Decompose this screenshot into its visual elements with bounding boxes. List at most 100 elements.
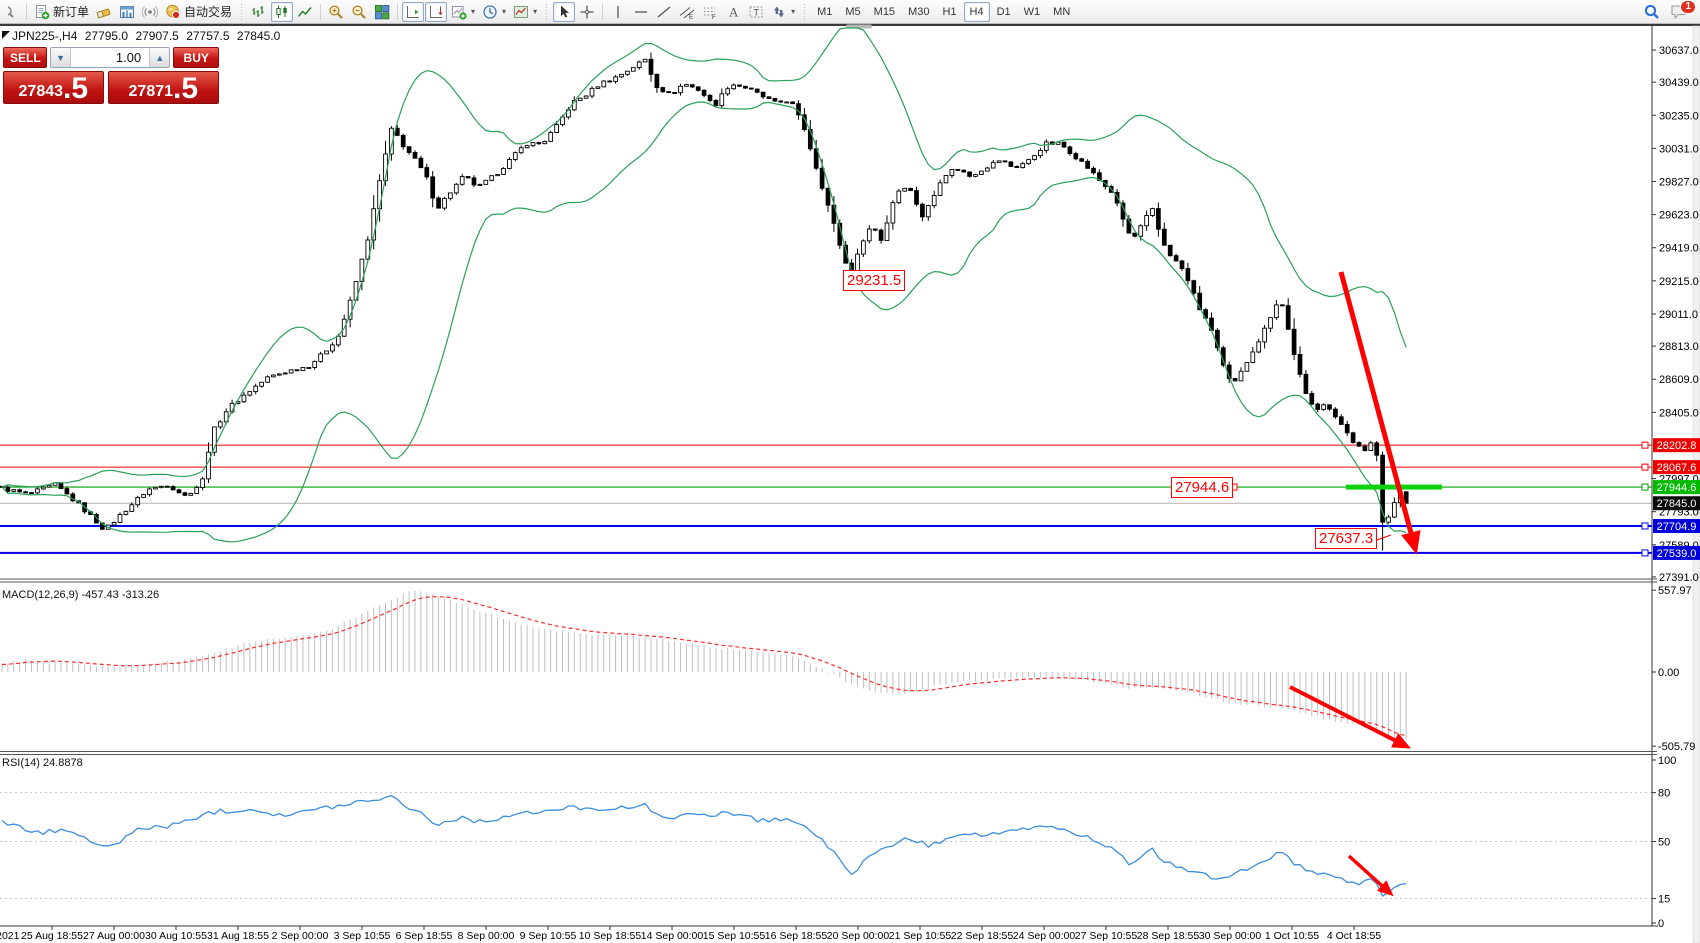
zoom-in-button[interactable]	[325, 2, 347, 22]
periods-icon	[482, 4, 498, 20]
price-annotation-label[interactable]: 27637.3	[1315, 528, 1378, 549]
volume-input[interactable]	[71, 48, 150, 67]
support-highlight-segment[interactable]	[1346, 484, 1442, 490]
vertical-line-button[interactable]	[607, 2, 629, 22]
volume-increase-button[interactable]: ▲	[149, 48, 170, 67]
add-indicator-icon	[451, 4, 467, 20]
arrows-icon	[771, 4, 787, 20]
fibonacci-button[interactable]: F	[699, 2, 721, 22]
market-watch-icon	[119, 4, 135, 20]
svg-text:21 Sep 10:55: 21 Sep 10:55	[889, 930, 952, 942]
autotrading-button[interactable]: 自动交易	[162, 2, 235, 22]
eraser-button[interactable]	[93, 2, 115, 22]
templates-button[interactable]: ▾	[510, 2, 540, 22]
volume-decrease-button[interactable]: ▼	[51, 48, 72, 67]
price-annotation-label[interactable]: 29231.5	[843, 270, 906, 291]
templates-icon	[513, 4, 529, 20]
timeframe-m15-button[interactable]: M15	[873, 5, 896, 18]
horizontal-line-button[interactable]	[630, 2, 652, 22]
bar-chart-button[interactable]	[248, 2, 270, 22]
timeframe-mn-button[interactable]: MN	[1053, 5, 1071, 18]
macd-pane	[1, 590, 1407, 744]
market-watch-button[interactable]	[116, 2, 138, 22]
tile-windows-button[interactable]	[371, 2, 393, 22]
new-order-button[interactable]: 新订单	[31, 2, 92, 22]
svg-text:28067.6: 28067.6	[1657, 462, 1697, 474]
svg-text:20 Sep 00:00: 20 Sep 00:00	[827, 930, 890, 942]
timeframe-m30-button[interactable]: M30	[908, 5, 930, 18]
cursor-button[interactable]	[553, 1, 576, 22]
svg-text:1 Oct 10:55: 1 Oct 10:55	[1265, 930, 1319, 942]
crosshair-button[interactable]	[576, 2, 598, 22]
line-chart-button[interactable]	[294, 2, 316, 22]
svg-text:29419.0: 29419.0	[1659, 243, 1699, 255]
periods-button[interactable]: ▾	[479, 2, 509, 22]
timeframe-m5-button[interactable]: M5	[845, 5, 861, 18]
svg-text:27704.9: 27704.9	[1657, 521, 1697, 533]
macd-signal-line	[1, 596, 1407, 737]
buy-price[interactable]: 27871.5	[107, 71, 219, 104]
svg-text:15: 15	[1658, 894, 1670, 906]
chart-shift-icon	[405, 4, 421, 20]
toolbar-grip	[238, 3, 246, 20]
trend-arrows[interactable]	[1230, 271, 1421, 897]
zoom-in-icon	[328, 4, 344, 20]
rsi-line	[1, 795, 1407, 898]
chart-shift-button[interactable]	[402, 1, 425, 22]
timeframe-h4-button[interactable]: H4	[963, 1, 990, 22]
buy-button[interactable]: BUY	[173, 47, 219, 68]
svg-text:9 Sep 10:55: 9 Sep 10:55	[520, 930, 577, 942]
timeframe-d1-button[interactable]: D1	[996, 5, 1011, 18]
svg-text:27 Aug 00:00: 27 Aug 00:00	[83, 930, 145, 942]
open-value: 27795.0	[84, 29, 129, 43]
svg-text:8 Sep 00:00: 8 Sep 00:00	[458, 930, 515, 942]
svg-text:15 Sep 10:55: 15 Sep 10:55	[703, 930, 766, 942]
svg-text:16 Sep 18:55: 16 Sep 18:55	[765, 930, 828, 942]
dropdown-arrow-icon: ▾	[533, 7, 538, 16]
notifications-button[interactable]: 1	[1670, 0, 1696, 22]
svg-text:29827.0: 29827.0	[1659, 176, 1699, 188]
candlestick-chart-button[interactable]	[271, 1, 294, 22]
search-button[interactable]	[1640, 2, 1664, 22]
macd-indicator-label: MACD(12,26,9) -457.43 -313.26	[2, 589, 160, 601]
trendline-icon	[656, 4, 672, 20]
trendline-button[interactable]	[653, 2, 675, 22]
add-indicator-button[interactable]: ▾	[448, 2, 478, 22]
sell-price[interactable]: 27843.5	[3, 71, 104, 104]
timeframe-m1-button[interactable]: M1	[817, 5, 833, 18]
broadcast-icon	[142, 4, 159, 20]
text-label-icon: T	[748, 4, 764, 20]
equidistant-channel-button[interactable]: E	[676, 2, 698, 22]
svg-text:24 Aug 2021: 24 Aug 2021	[0, 930, 20, 942]
timeframe-h1-button[interactable]: H1	[942, 5, 957, 18]
price-badge	[1653, 460, 1700, 475]
svg-text:30031.0: 30031.0	[1659, 143, 1699, 155]
new-order-icon	[34, 4, 50, 20]
sell-button[interactable]: SELL	[3, 47, 47, 68]
auto-scroll-button[interactable]	[425, 1, 448, 22]
one-click-trading-panel: SELL ▼ ▲ BUY 27843.5 27871.5	[3, 47, 219, 104]
svg-text:25 Aug 18:55: 25 Aug 18:55	[21, 930, 83, 942]
svg-text:29011.0: 29011.0	[1659, 309, 1698, 321]
zoom-out-button[interactable]	[348, 2, 370, 22]
svg-text:28609.0: 28609.0	[1659, 374, 1699, 386]
toolbar-separator	[397, 3, 399, 20]
zoom-out-icon	[351, 4, 367, 20]
price-annotation-label[interactable]: 27944.6	[1171, 477, 1234, 498]
panel-collapse-triangle[interactable]	[2, 31, 10, 39]
search-cut-button[interactable]	[0, 2, 22, 22]
broadcast-button[interactable]	[139, 2, 161, 22]
svg-text:27391.0: 27391.0	[1659, 572, 1699, 584]
horizontal-line-icon	[633, 4, 649, 20]
svg-text:27845.0: 27845.0	[1657, 498, 1697, 510]
toolbar: 新订单 自动交易 ▾ ▾ ▾ E F A T ▾ M1 M5 M15 M30 H1 H4 D1 W1 MN 1	[0, 0, 1700, 24]
bollinger-bands	[1, 27, 1407, 543]
svg-text:4 Oct 18:55: 4 Oct 18:55	[1327, 930, 1381, 942]
svg-text:A: A	[729, 4, 739, 19]
timeframe-w1-button[interactable]: W1	[1023, 5, 1041, 18]
text-button[interactable]: A	[722, 2, 744, 22]
arrows-button[interactable]: ▾	[768, 2, 798, 22]
toolbar-separator	[26, 3, 27, 20]
text-label-button[interactable]: T	[745, 2, 767, 22]
